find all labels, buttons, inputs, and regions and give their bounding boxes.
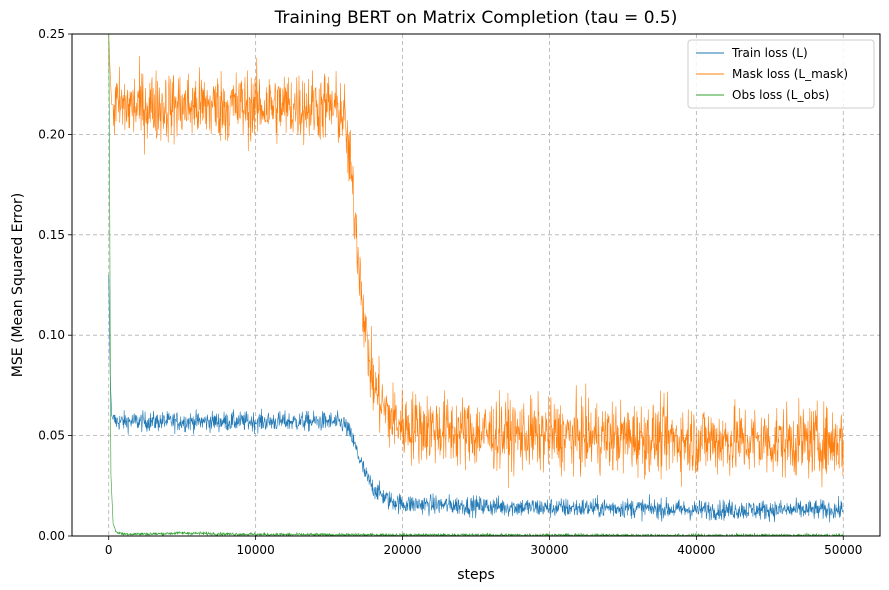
chart-title: Training BERT on Matrix Completion (tau … bbox=[274, 8, 678, 28]
legend-label: Train loss (L) bbox=[731, 46, 808, 60]
x-axis: 0 10000 20000 30000 40000 50000 bbox=[105, 536, 862, 557]
x-tick-label: 50000 bbox=[824, 543, 862, 557]
x-tick-label: 20000 bbox=[383, 543, 421, 557]
y-tick-label: 0.25 bbox=[38, 27, 65, 41]
y-axis: 0.00 0.05 0.10 0.15 0.20 0.25 bbox=[38, 27, 72, 543]
y-tick-label: 0.05 bbox=[38, 429, 65, 443]
legend-label: Mask loss (L_mask) bbox=[732, 67, 848, 81]
y-axis-label: MSE (Mean Squared Error) bbox=[10, 193, 26, 378]
plot-frame bbox=[71, 33, 881, 537]
series-line-3 bbox=[108, 34, 844, 536]
y-tick-label: 0.00 bbox=[38, 529, 65, 543]
x-tick-label: 0 bbox=[105, 543, 113, 557]
legend-frame bbox=[687, 39, 875, 109]
y-tick-label: 0.10 bbox=[38, 328, 65, 342]
y-tick-label: 0.15 bbox=[38, 228, 65, 242]
x-tick-label: 10000 bbox=[237, 543, 275, 557]
series-layer bbox=[108, 34, 844, 536]
x-tick-label: 30000 bbox=[530, 543, 568, 557]
series-line-2 bbox=[108, 34, 844, 489]
grid bbox=[72, 33, 880, 537]
x-tick-label: 40000 bbox=[677, 543, 715, 557]
series-line-1 bbox=[108, 274, 844, 523]
x-axis-label: steps bbox=[457, 567, 495, 583]
legend: Train loss (L) Mask loss (L_mask) Obs loss… bbox=[687, 39, 875, 109]
y-tick-label: 0.20 bbox=[38, 127, 65, 141]
legend-label: Obs loss (L_obs) bbox=[732, 88, 829, 102]
